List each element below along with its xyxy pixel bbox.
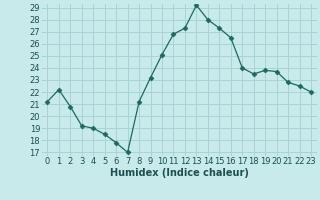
X-axis label: Humidex (Indice chaleur): Humidex (Indice chaleur) [110,168,249,178]
